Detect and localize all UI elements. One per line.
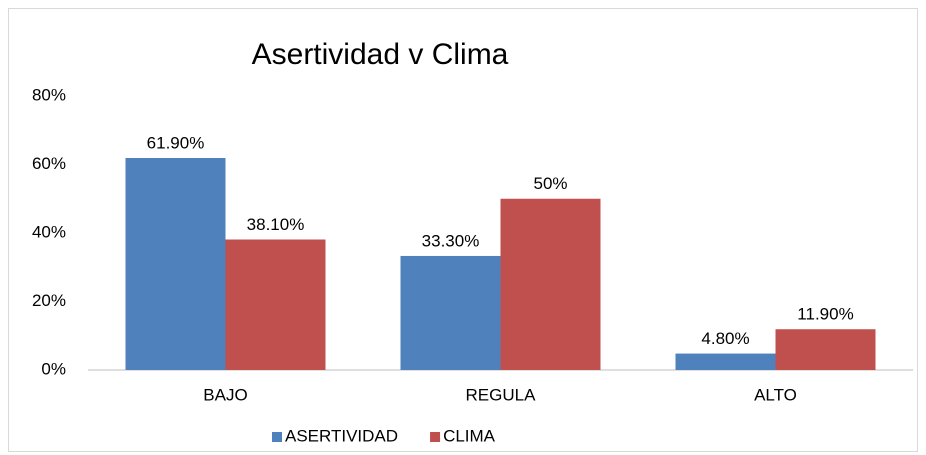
y-tick-label: 40% — [32, 222, 66, 241]
x-tick-label: BAJO — [203, 385, 247, 404]
bar — [125, 157, 226, 370]
legend-label: ASERTIVIDAD — [285, 426, 398, 445]
legend-label: CLIMA — [443, 426, 496, 445]
data-label: 11.90% — [797, 305, 853, 324]
data-label: 38.10% — [247, 215, 305, 234]
bar — [225, 239, 326, 370]
y-tick-label: 80% — [32, 85, 66, 104]
y-tick-label: 60% — [32, 154, 66, 173]
y-tick-label: 0% — [41, 359, 66, 378]
y-tick-label: 20% — [32, 291, 66, 310]
bar — [675, 353, 776, 370]
bar — [775, 329, 876, 370]
data-label: 50% — [533, 174, 567, 193]
bar — [400, 255, 501, 370]
data-label: 4.80% — [701, 329, 749, 348]
legend-swatch — [272, 432, 282, 442]
data-label: 33.30% — [422, 231, 480, 250]
x-tick-label: REGULA — [466, 385, 537, 404]
chart-title: Asertividad v Clima — [252, 38, 509, 71]
legend-swatch — [430, 432, 441, 442]
data-label: 61.90% — [147, 133, 205, 152]
bar — [500, 198, 601, 370]
x-tick-label: ALTO — [754, 385, 797, 404]
